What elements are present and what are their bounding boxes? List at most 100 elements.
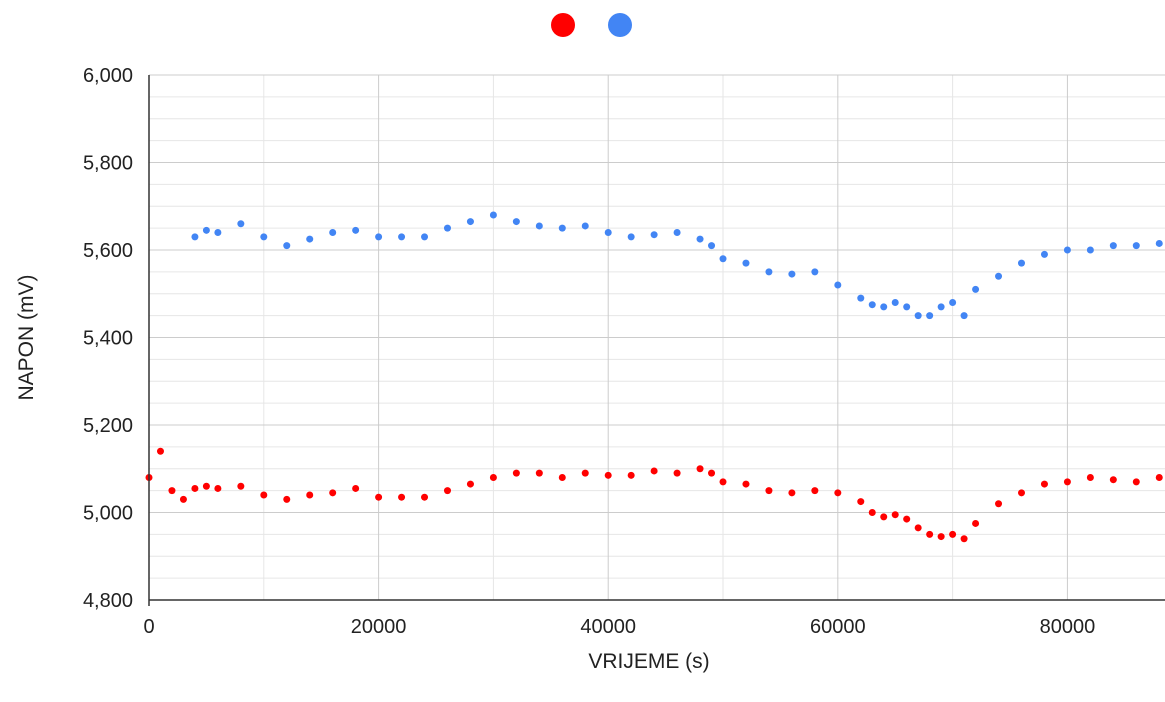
data-point: [443, 224, 451, 232]
data-point: [719, 478, 727, 486]
data-point: [719, 255, 727, 263]
data-point: [191, 233, 199, 241]
data-point: [708, 469, 716, 477]
y-tick-label: 6,000: [83, 65, 133, 87]
data-point: [960, 535, 968, 543]
y-tick-label: 5,200: [83, 415, 133, 437]
data-point: [926, 312, 934, 320]
data-point: [202, 482, 210, 490]
data-point: [489, 474, 497, 481]
data-point: [1086, 246, 1094, 254]
data-point: [1040, 480, 1048, 488]
data-point: [1063, 478, 1071, 486]
plot-area: [145, 211, 1163, 543]
data-point: [742, 259, 750, 267]
data-point: [972, 285, 980, 293]
data-point: [306, 235, 314, 243]
data-point: [260, 233, 268, 241]
data-point: [627, 471, 635, 479]
data-point: [765, 268, 773, 276]
y-axis-title: NAPON (mV): [15, 275, 38, 401]
data-point: [880, 303, 888, 311]
x-tick-label: 80000: [1040, 616, 1096, 638]
x-tick-label: 0: [143, 616, 154, 638]
data-point: [191, 484, 199, 492]
data-point: [237, 482, 245, 490]
data-point: [926, 530, 934, 538]
data-point: [421, 233, 429, 241]
data-point: [1132, 242, 1140, 250]
gridlines: [149, 74, 1165, 601]
data-point: [949, 530, 957, 538]
data-point: [329, 229, 337, 236]
data-point: [903, 515, 911, 523]
data-point: [937, 303, 945, 311]
data-point: [512, 218, 520, 226]
data-point: [765, 487, 773, 495]
data-point: [329, 489, 337, 497]
data-point: [857, 498, 865, 506]
data-point: [788, 270, 796, 278]
legend-marker-red-series: [551, 13, 575, 37]
data-point: [1155, 239, 1163, 247]
data-point: [466, 480, 474, 488]
data-point: [708, 242, 716, 250]
data-point: [903, 303, 911, 311]
data-point: [673, 229, 681, 236]
data-point: [1155, 474, 1163, 481]
data-point: [535, 469, 543, 477]
data-point: [650, 467, 658, 475]
data-point: [1109, 476, 1117, 484]
data-point: [949, 299, 957, 306]
data-point: [156, 447, 164, 455]
y-tick-label: 5,400: [83, 328, 133, 350]
data-point: [581, 469, 589, 477]
data-point: [891, 511, 899, 519]
x-axis-title: VRIJEME (s): [588, 650, 709, 673]
data-point: [489, 211, 497, 219]
y-tick-label: 5,800: [83, 153, 133, 175]
data-point: [880, 513, 888, 521]
tick-labels: 4,800 5,000 5,200 5,400 5,600 5,800 6,000 0 2000…: [83, 65, 1095, 638]
data-point: [535, 222, 543, 230]
data-point: [1017, 259, 1025, 267]
data-point: [604, 471, 612, 479]
data-point: [352, 226, 360, 234]
data-point: [283, 495, 291, 503]
data-point: [421, 493, 429, 501]
data-point: [914, 524, 922, 532]
data-point: [1086, 474, 1094, 481]
data-point: [972, 519, 980, 527]
data-point: [306, 491, 314, 499]
data-point: [179, 495, 187, 503]
data-point: [1017, 489, 1025, 497]
y-tick-label: 5,000: [83, 503, 133, 525]
legend: [551, 13, 632, 37]
data-point: [168, 487, 176, 495]
data-point: [558, 474, 566, 481]
data-point: [1040, 250, 1048, 258]
data-point: [834, 489, 842, 497]
data-point: [868, 301, 876, 309]
data-point: [673, 469, 681, 477]
data-point: [742, 480, 750, 488]
data-point: [960, 312, 968, 320]
data-point: [398, 493, 406, 501]
data-point: [937, 533, 945, 541]
data-point: [650, 231, 658, 239]
x-tick-label: 20000: [351, 616, 407, 638]
data-point: [398, 233, 406, 241]
data-point: [512, 469, 520, 477]
x-tick-label: 60000: [810, 616, 866, 638]
data-point: [283, 242, 291, 250]
data-point: [1132, 478, 1140, 486]
data-point: [696, 465, 704, 473]
data-point: [868, 509, 876, 516]
data-point: [375, 233, 383, 241]
data-point: [558, 224, 566, 232]
data-point: [202, 226, 210, 234]
axes: [148, 75, 1165, 606]
data-point: [696, 235, 704, 243]
series-1: [191, 211, 1163, 320]
